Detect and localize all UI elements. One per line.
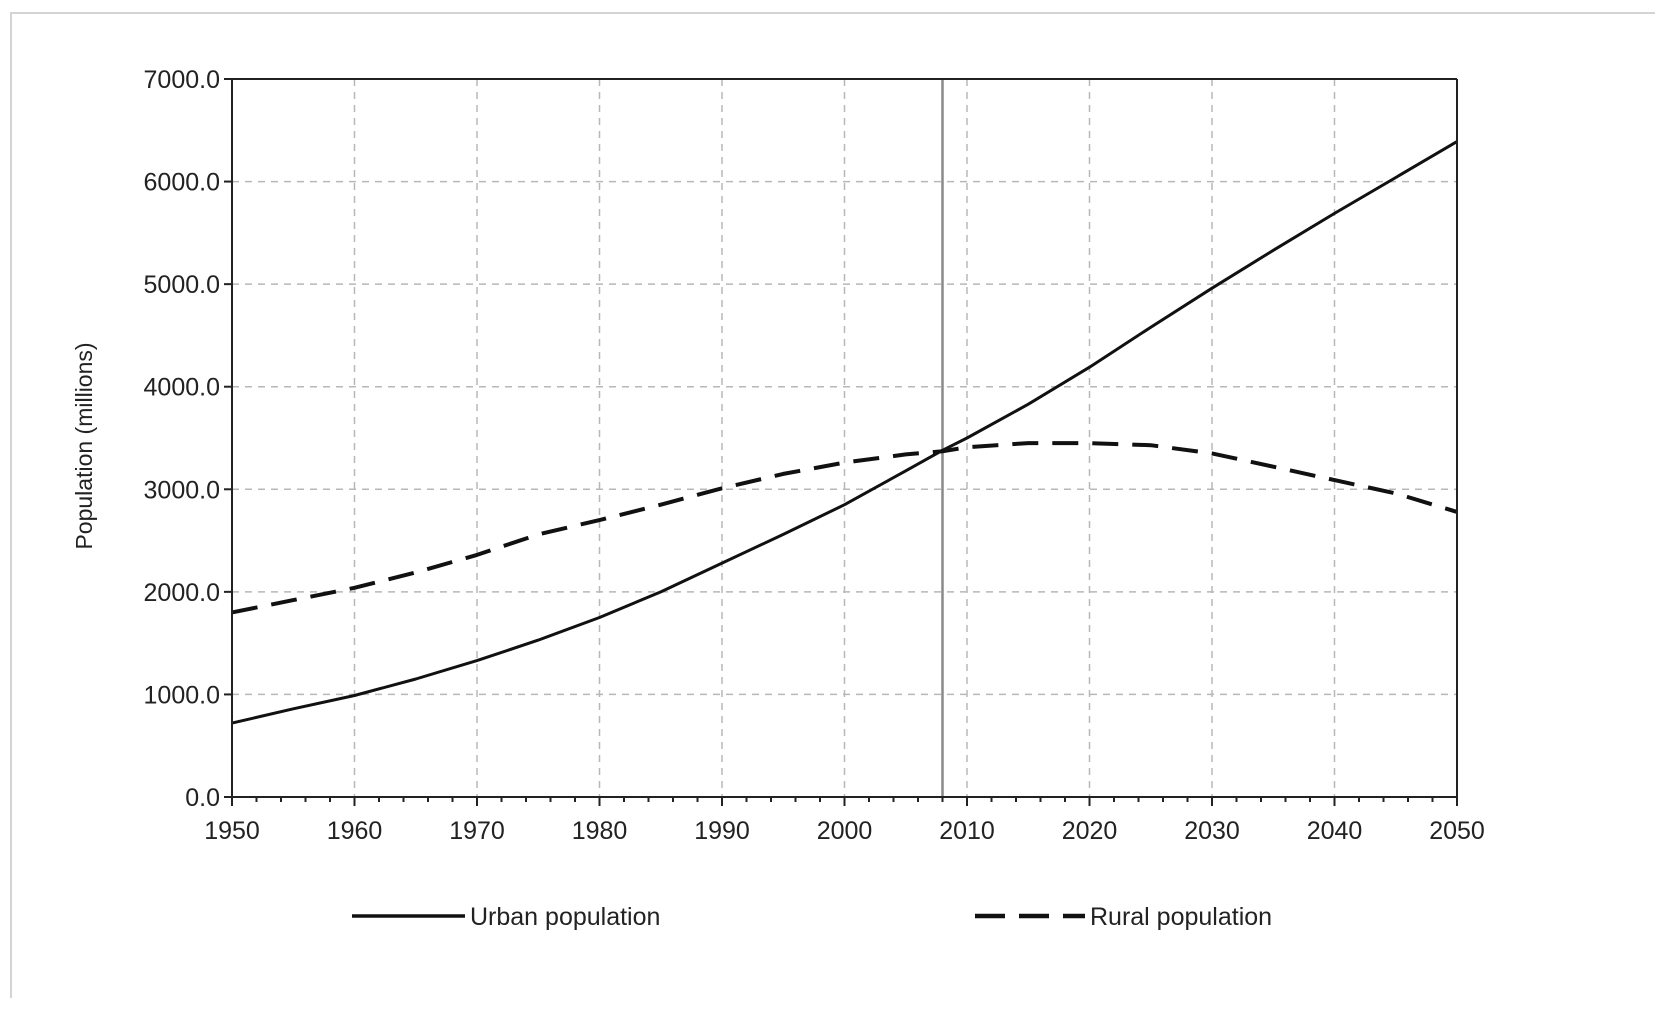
y-tick-label: 4000.0 [144,374,220,402]
y-tick-label: 3000.0 [144,476,220,504]
axes [224,78,1458,806]
urban-population-line [231,140,1458,725]
x-tick-label: 2010 [939,817,995,845]
legend: Urban population Rural population [352,903,1272,931]
x-tick-label: 1970 [449,817,505,845]
series-group [231,140,1458,725]
x-tick-label: 1980 [572,817,628,845]
rural-legend-label: Rural population [1090,903,1272,931]
y-axis-title: Population (millions) [71,342,97,549]
y-tick-label: 2000.0 [144,579,220,607]
x-tick-label: 2020 [1062,817,1118,845]
rural-population-line [231,441,1458,615]
y-tick-label: 7000.0 [144,66,220,94]
y-tick-label: 0.0 [185,784,220,812]
y-tick-label: 5000.0 [144,271,220,299]
y-tick-label: 6000.0 [144,169,220,197]
tick-labels: 0.0 1000.0 2000.0 3000.0 4000.0 5000.0 6000.0 7… [144,66,1485,845]
x-tick-label: 2050 [1429,817,1485,845]
x-tick-label: 2030 [1184,817,1240,845]
grid [232,78,1458,797]
x-tick-label: 1960 [327,817,383,845]
y-tick-label: 1000.0 [144,681,220,709]
x-tick-label: 1990 [694,817,750,845]
x-tick-label: 1950 [204,817,260,845]
chart-frame [10,12,1655,998]
urban-legend-label: Urban population [470,903,660,931]
x-tick-label: 2040 [1307,817,1363,845]
x-tick-label: 2000 [817,817,873,845]
